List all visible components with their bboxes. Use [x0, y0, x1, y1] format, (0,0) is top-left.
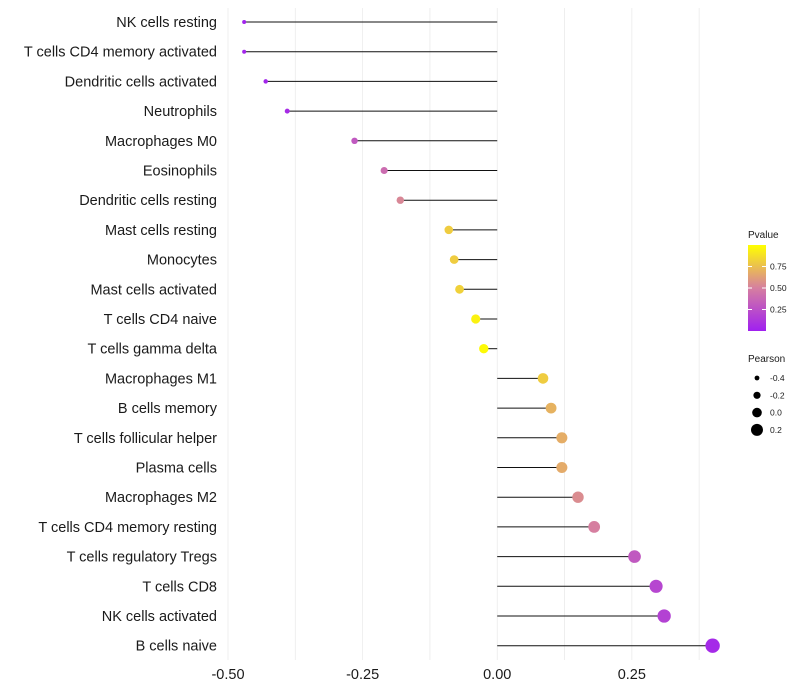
x-tick-labels: -0.50 -0.25 0.00 0.25	[211, 667, 645, 683]
category-labels: NK cells resting T cells CD4 memory activ…	[24, 15, 218, 655]
lollipop-point	[471, 314, 481, 324]
lollipop-point	[556, 432, 568, 444]
color-legend-bar	[748, 245, 766, 331]
lollipop-point	[537, 373, 549, 384]
lollipop-point	[588, 521, 601, 533]
x-tick-label: -0.50	[211, 667, 244, 683]
color-legend-tick-label: 0.75	[770, 262, 787, 272]
lollipop-point	[380, 166, 388, 175]
size-legend-dot	[753, 391, 761, 399]
lollipop-point	[351, 137, 358, 145]
category-label: Eosinophils	[143, 164, 217, 180]
size-legend-label: 0.0	[770, 408, 782, 418]
category-label: T cells CD4 memory resting	[38, 520, 217, 536]
color-legend-tick-label: 0.25	[770, 305, 787, 315]
lollipop-point	[455, 284, 464, 294]
lollipop-point	[449, 255, 459, 264]
lollipop-point	[284, 108, 290, 114]
size-legend-label: -0.2	[770, 390, 785, 400]
category-label: Mast cells resting	[105, 223, 217, 239]
lollipop-point	[705, 638, 720, 653]
lollipop-point	[545, 402, 557, 414]
category-label: B cells memory	[118, 401, 218, 417]
category-label: T cells CD4 naive	[104, 312, 217, 328]
category-label: T cells regulatory Tregs	[67, 550, 217, 566]
point-layer	[242, 20, 720, 653]
lollipop-point	[479, 344, 489, 354]
lollipop-point	[242, 49, 247, 54]
lollipop-point	[263, 79, 268, 84]
category-label: T cells CD8	[142, 579, 217, 595]
category-label: Macrophages M0	[105, 134, 217, 150]
category-label: Mast cells activated	[90, 282, 217, 298]
size-legend-items: -0.4 -0.2 0.0 0.2	[751, 373, 785, 436]
legend: Pvalue 0.75 0.50 0.25 Pearson -0.4 -0.2 0.0 0…	[748, 230, 787, 436]
size-legend-dot	[751, 423, 763, 436]
category-label: NK cells resting	[116, 15, 217, 31]
lollipop-point	[572, 491, 584, 503]
lollipop-point	[649, 579, 663, 593]
size-legend-label: 0.2	[770, 425, 782, 435]
color-legend-title: Pvalue	[748, 230, 779, 241]
size-legend-label: -0.4	[770, 373, 785, 383]
lollipop-point	[242, 20, 247, 24]
color-legend-tick-label: 0.50	[770, 283, 787, 293]
x-tick-label: 0.25	[618, 667, 646, 683]
lollipop-point	[657, 609, 671, 623]
category-label: NK cells activated	[102, 609, 217, 625]
grid-layer	[227, 8, 700, 660]
category-label: B cells naive	[136, 639, 217, 655]
size-legend-dot	[754, 375, 760, 381]
category-label: Dendritic cells activated	[65, 74, 217, 90]
lollipop-point	[628, 550, 641, 563]
category-label: T cells CD4 memory activated	[24, 45, 217, 61]
color-legend-ticks: 0.75 0.50 0.25	[748, 262, 787, 315]
size-legend-title: Pearson	[748, 354, 785, 365]
x-tick-label: -0.25	[346, 667, 379, 683]
lollipop-point	[444, 225, 454, 235]
category-label: Plasma cells	[136, 461, 217, 477]
category-label: Macrophages M1	[105, 371, 217, 387]
stem-layer	[244, 21, 713, 647]
category-label: T cells gamma delta	[88, 342, 218, 358]
size-legend-dot	[752, 407, 762, 418]
lollipop-point	[556, 461, 568, 474]
category-label: Monocytes	[147, 253, 217, 269]
category-label: T cells follicular helper	[74, 431, 217, 447]
category-label: Macrophages M2	[105, 490, 217, 506]
x-tick-label: 0.00	[483, 667, 511, 683]
category-label: Dendritic cells resting	[79, 193, 217, 209]
category-label: Neutrophils	[144, 104, 217, 120]
lollipop-point	[396, 196, 405, 204]
